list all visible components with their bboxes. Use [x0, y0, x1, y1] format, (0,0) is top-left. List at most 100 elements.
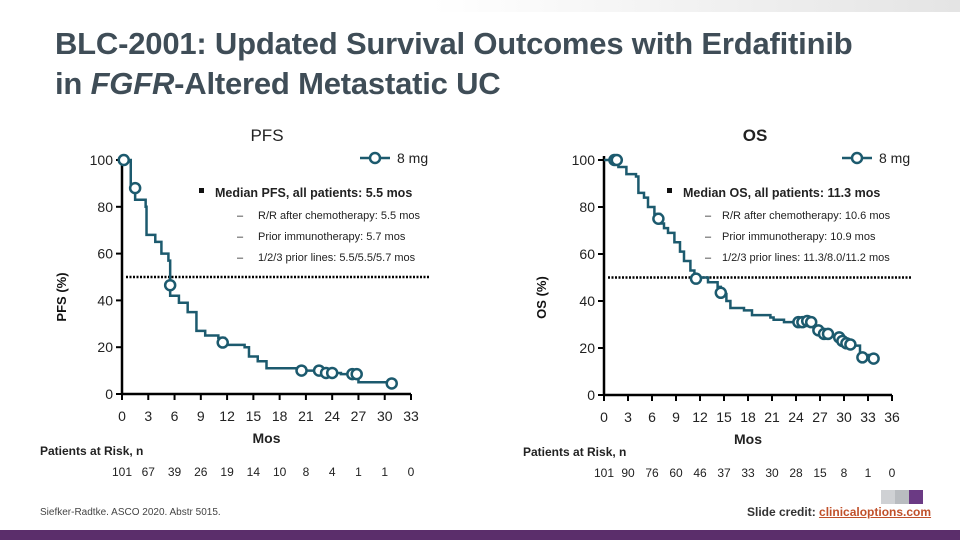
median-subgroup: 1/2/3 prior lines: 5.5/5.5/5.7 mos	[258, 252, 416, 264]
x-axis-label: Mos	[734, 431, 762, 447]
x-tick-label: 3	[144, 408, 152, 424]
risk-table-value: 1	[355, 465, 362, 479]
median-subgroup: R/R after chemotherapy: 5.5 mos	[258, 210, 421, 222]
title-suffix: -Altered Metastatic UC	[174, 66, 501, 101]
risk-table-value: 28	[789, 466, 803, 480]
legend-label: 8 mg	[397, 150, 428, 166]
censor-mark	[295, 364, 308, 377]
risk-table-value: 76	[645, 466, 659, 480]
x-tick-label: 24	[324, 408, 340, 424]
legend-marker	[368, 151, 382, 165]
x-tick-label: 0	[118, 408, 126, 424]
chart-title: OS	[743, 126, 768, 145]
median-subgroup: Prior immunotherapy: 10.9 mos	[722, 231, 876, 243]
y-tick-label: 100	[90, 152, 114, 168]
risk-table-label: Patients at Risk, n	[523, 445, 626, 459]
x-tick-label: 33	[403, 408, 419, 424]
x-tick-label: 24	[788, 409, 804, 425]
dash-icon: –	[237, 231, 244, 243]
title-italic: FGFR	[90, 66, 175, 101]
censor-mark	[128, 181, 142, 195]
median-subgroup: 1/2/3 prior lines: 11.3/8.0/11.2 mos	[722, 252, 890, 264]
censor-mark	[610, 153, 624, 167]
risk-table-value: 0	[408, 465, 415, 479]
legend-marker	[850, 151, 864, 165]
censor-mark	[844, 338, 857, 351]
median-subgroup: R/R after chemotherapy: 10.6 mos	[722, 210, 891, 222]
x-tick-label: 18	[740, 409, 756, 425]
risk-table-value: 0	[889, 466, 896, 480]
credit-label: Slide credit:	[747, 505, 820, 519]
y-tick-label: 40	[97, 292, 113, 308]
dash-icon: –	[705, 252, 712, 264]
x-tick-label: 36	[884, 409, 900, 425]
y-tick-label: 0	[105, 386, 113, 402]
y-tick-label: 40	[579, 293, 595, 309]
x-tick-label: 27	[351, 408, 367, 424]
risk-table-value: 67	[142, 465, 156, 479]
risk-table-value: 33	[741, 466, 755, 480]
dash-icon: –	[705, 210, 712, 222]
risk-table-value: 60	[669, 466, 683, 480]
x-tick-label: 30	[377, 408, 393, 424]
bullet-icon	[199, 188, 204, 193]
risk-table-value: 10	[273, 465, 287, 479]
x-tick-label: 9	[672, 409, 680, 425]
censor-mark	[163, 278, 177, 292]
risk-table-value: 101	[594, 466, 614, 480]
y-tick-label: 100	[572, 152, 596, 168]
y-tick-label: 60	[97, 246, 113, 262]
title-line-1: BLC-2001: Updated Survival Outcomes with…	[55, 26, 853, 61]
title-prefix: in	[55, 66, 91, 101]
x-axis-label: Mos	[253, 430, 281, 446]
median-annotation: Median PFS, all patients: 5.5 mos	[215, 186, 412, 200]
x-tick-label: 27	[812, 409, 828, 425]
risk-table-value: 26	[194, 465, 208, 479]
slide-title: BLC-2001: Updated Survival Outcomes with…	[55, 24, 853, 104]
dash-icon: –	[237, 210, 244, 222]
x-tick-label: 6	[648, 409, 656, 425]
title-line-2: in FGFR-Altered Metastatic UC	[55, 64, 852, 104]
x-tick-label: 21	[298, 408, 314, 424]
risk-table-label: Patients at Risk, n	[40, 444, 143, 458]
risk-table-value: 4	[329, 465, 336, 479]
risk-table-value: 1	[381, 465, 388, 479]
risk-table-value: 30	[765, 466, 779, 480]
x-tick-label: 33	[860, 409, 876, 425]
risk-table-value: 46	[693, 466, 707, 480]
risk-table-value: 14	[247, 465, 261, 479]
legend-label: 8 mg	[879, 150, 910, 166]
credit-link[interactable]: clinicaloptions.com	[819, 505, 932, 519]
risk-table-value: 101	[112, 465, 132, 479]
slide-credit: Slide credit: clinicaloptions.com	[747, 505, 931, 519]
censor-mark	[325, 366, 339, 380]
dash-icon: –	[705, 231, 712, 243]
x-tick-label: 21	[764, 409, 780, 425]
risk-table-value: 8	[303, 465, 310, 479]
y-axis-label: PFS (%)	[54, 272, 69, 321]
risk-table-value: 8	[841, 466, 848, 480]
censor-mark	[689, 272, 703, 285]
y-tick-label: 80	[97, 199, 113, 215]
x-tick-label: 12	[692, 409, 708, 425]
x-tick-label: 6	[171, 408, 179, 424]
x-tick-label: 9	[197, 408, 205, 424]
risk-table-value: 19	[220, 465, 234, 479]
cco-logo	[881, 490, 923, 504]
censor-mark	[385, 377, 398, 390]
dash-icon: –	[237, 252, 244, 264]
risk-table-value: 90	[621, 466, 635, 480]
censor-mark	[350, 367, 363, 381]
x-tick-label: 12	[219, 408, 235, 424]
x-tick-label: 3	[624, 409, 632, 425]
y-tick-label: 20	[579, 340, 595, 356]
x-tick-label: 0	[600, 409, 608, 425]
risk-table-value: 39	[168, 465, 182, 479]
y-tick-label: 80	[579, 199, 595, 215]
censor-mark	[856, 351, 869, 364]
x-tick-label: 15	[716, 409, 732, 425]
x-tick-label: 15	[246, 408, 262, 424]
median-annotation: Median OS, all patients: 11.3 mos	[683, 186, 880, 200]
y-tick-label: 60	[579, 246, 595, 262]
